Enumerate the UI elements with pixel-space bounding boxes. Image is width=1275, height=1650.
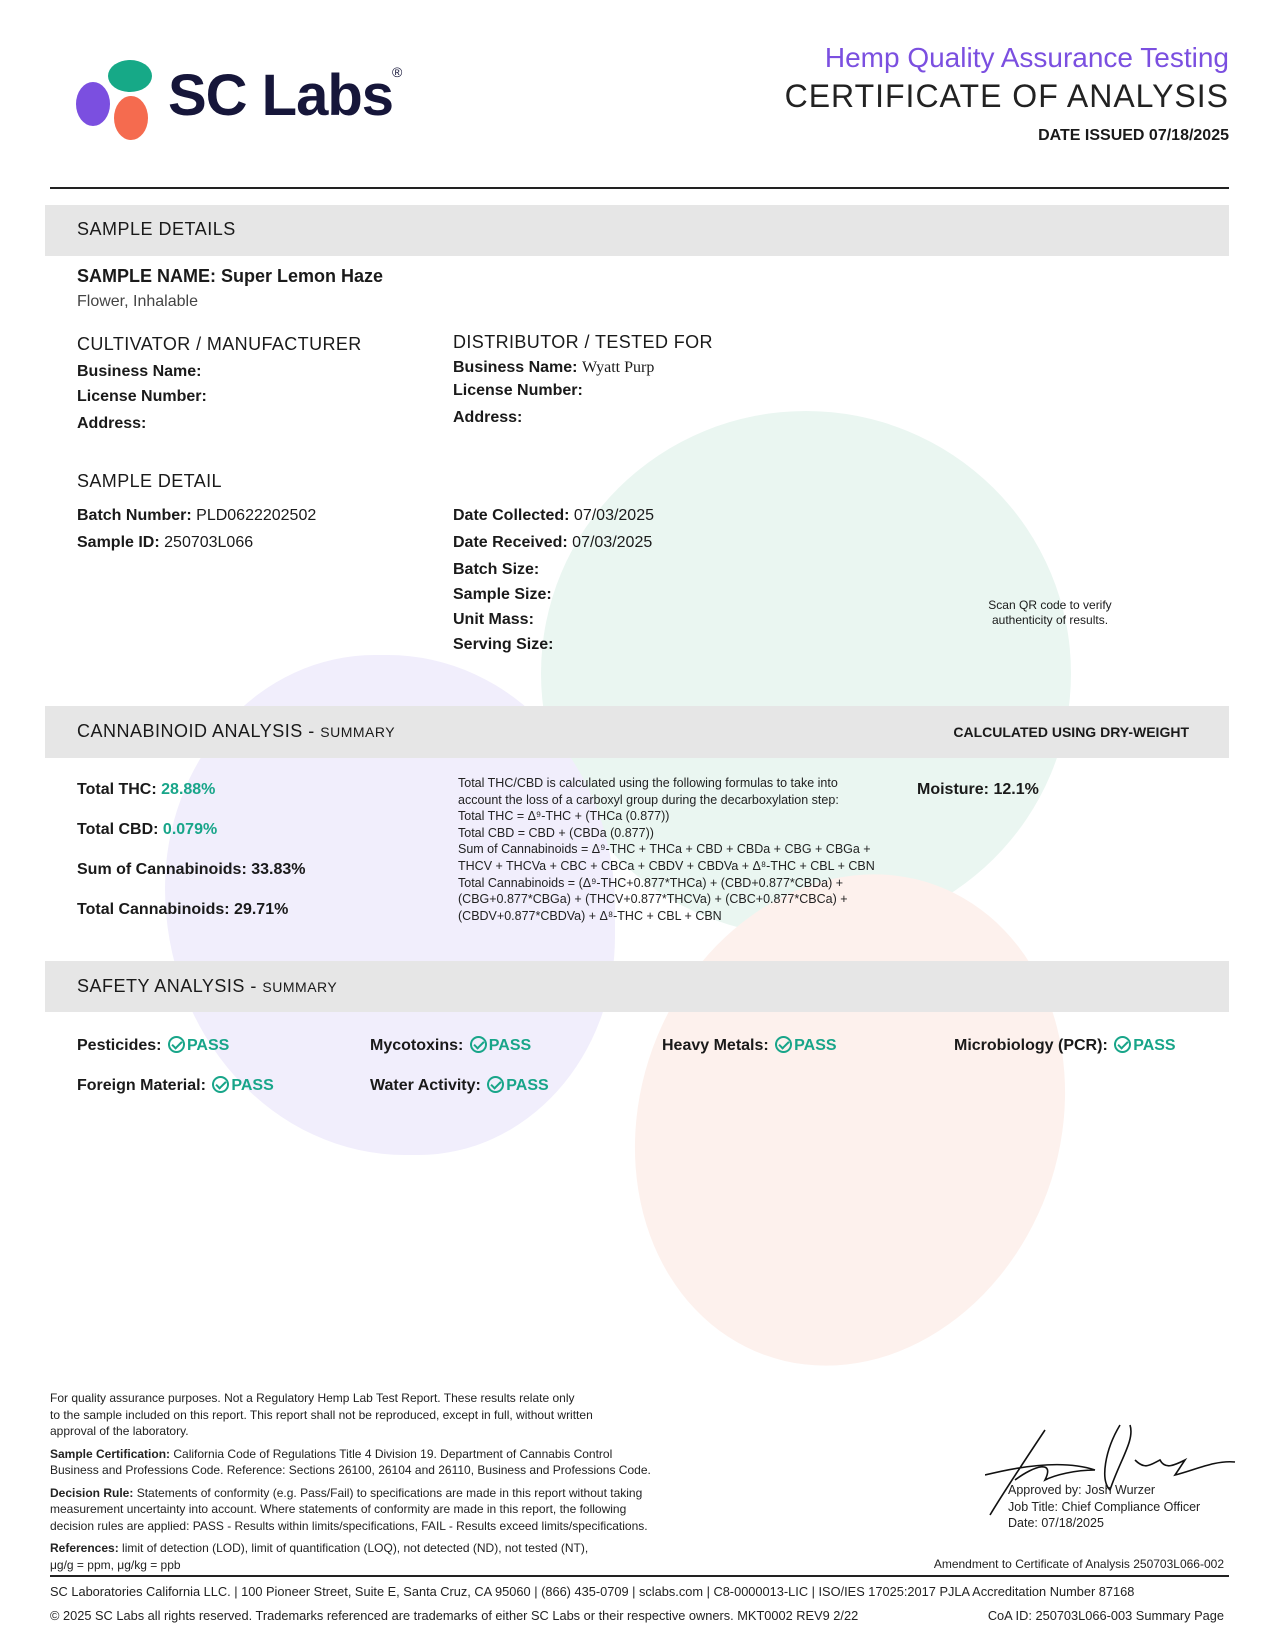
sample-name: SAMPLE NAME: Super Lemon Haze <box>77 266 384 286</box>
cultivator-heading: CULTIVATOR / MANUFACTURER <box>77 334 362 354</box>
batch-number: Batch Number: PLD0622202502 <box>77 507 317 524</box>
distributor-business: Business Name: Wyatt Purp <box>453 359 655 376</box>
check-circle-icon <box>212 1076 230 1093</box>
coa-id: CoA ID: 250703L066-003 Summary Page <box>987 1608 1224 1623</box>
sum-cannabinoids: Sum of Cannabinoids: 33.83% <box>77 861 306 878</box>
date-collected: Date Collected: 07/03/2025 <box>453 507 654 524</box>
safety-heavy-metals: Heavy Metals: PASS <box>662 1036 837 1054</box>
total-cbd: Total CBD: 0.079% <box>77 821 218 838</box>
check-circle-icon <box>469 1036 487 1053</box>
safety-water-activity: Water Activity: PASS <box>370 1076 549 1094</box>
date-received: Date Received: 07/03/2025 <box>453 534 653 551</box>
sample-detail-heading: SAMPLE DETAIL <box>77 471 222 491</box>
amendment-note: Amendment to Certificate of Analysis 250… <box>933 1557 1224 1571</box>
cultivator-business: Business Name: <box>77 363 202 380</box>
check-circle-icon <box>1114 1036 1132 1053</box>
qr-note: Scan QR code to verify authenticity of re… <box>988 598 1112 627</box>
safety-mycotoxins: Mycotoxins: PASS <box>370 1036 532 1054</box>
report-title: CERTIFICATE OF ANALYSIS <box>784 78 1229 114</box>
header-divider <box>50 187 1229 189</box>
distributor-heading: DISTRIBUTOR / TESTED FOR <box>453 332 713 352</box>
cultivator-address: Address: <box>77 415 147 432</box>
safety-pesticides: Pesticides: PASS <box>77 1036 230 1054</box>
sc-labs-logo: SC Labs ® <box>76 58 416 140</box>
report-subtitle: Hemp Quality Assurance Testing <box>824 42 1229 73</box>
copyright: © 2025 SC Labs all rights reserved. Trad… <box>50 1608 859 1623</box>
serving-size: Serving Size: <box>453 636 554 653</box>
sample-size: Sample Size: <box>453 586 552 603</box>
logo-text: SC Labs <box>168 63 394 128</box>
cannabinoid-band: CANNABINOID ANALYSIS - SUMMARY CALCULATE… <box>45 706 1229 758</box>
total-thc: Total THC: 28.88% <box>77 781 216 798</box>
formula-notes: Total THC/CBD is calculated using the fo… <box>458 776 875 923</box>
check-circle-icon <box>775 1036 793 1053</box>
approval-block: Approved by: Josh Wurzer Job Title: Chief… <box>1008 1483 1201 1530</box>
sample-type: Flower, Inhalable <box>77 293 198 310</box>
date-issued: DATE ISSUED 07/18/2025 <box>1038 127 1229 144</box>
check-circle-icon <box>487 1076 505 1093</box>
sample-details-band: SAMPLE DETAILS <box>45 205 1229 256</box>
moisture: Moisture: 12.1% <box>917 781 1039 798</box>
safety-foreign-material: Foreign Material: PASS <box>77 1076 274 1094</box>
check-circle-icon <box>167 1036 185 1053</box>
decorative-blob-green <box>541 411 1071 936</box>
batch-size: Batch Size: <box>453 561 540 578</box>
distributor-license: License Number: <box>453 382 583 399</box>
total-cannabinoids: Total Cannabinoids: 29.71% <box>77 901 289 918</box>
unit-mass: Unit Mass: <box>453 611 534 628</box>
footer-divider <box>50 1575 1229 1577</box>
company-info: SC Laboratories California LLC. | 100 Pi… <box>50 1584 1135 1599</box>
distributor-address: Address: <box>453 409 523 426</box>
safety-band: SAFETY ANALYSIS - SUMMARY <box>45 961 1229 1012</box>
footer-notes: For quality assurance purposes. Not a Re… <box>50 1391 651 1572</box>
signature <box>985 1424 1236 1516</box>
cultivator-license: License Number: <box>77 388 207 405</box>
safety-microbiology: Microbiology (PCR): PASS <box>954 1036 1176 1054</box>
sample-id: Sample ID: 250703L066 <box>77 534 254 551</box>
